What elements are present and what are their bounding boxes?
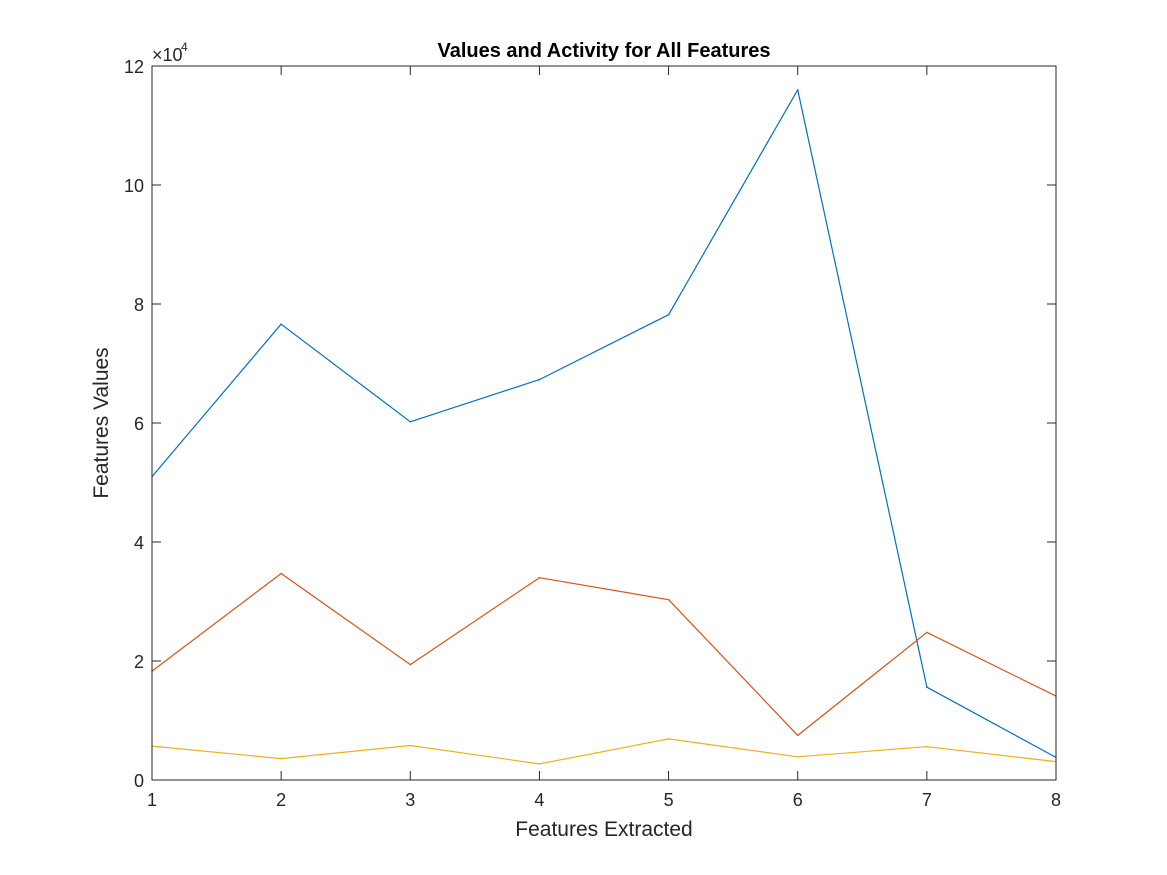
data-point-series-2-5 <box>667 598 670 601</box>
x-tick-label: 6 <box>793 790 803 810</box>
y-tick-label: 6 <box>134 414 144 434</box>
series-line-3 <box>151 738 1057 765</box>
y-axis-exponent-power: 4 <box>181 40 188 54</box>
data-point-series-3-6 <box>796 755 799 758</box>
x-axis-label: Features Extracted <box>515 818 692 841</box>
data-point-series-1-2 <box>280 323 282 326</box>
data-point-series-3-4 <box>538 763 541 765</box>
x-tick-label: 4 <box>534 790 544 810</box>
data-point-series-2-2 <box>280 572 282 575</box>
chart-title: Values and Activity for All Features <box>437 40 770 62</box>
data-point-series-3-5 <box>667 738 670 740</box>
data-point-series-3-7 <box>926 745 928 748</box>
y-tick-label: 0 <box>134 771 144 791</box>
x-tick-label: 5 <box>664 790 674 810</box>
data-point-series-1-5 <box>667 313 670 316</box>
data-point-series-3-3 <box>409 744 412 747</box>
y-axis-exponent-base: ×10 <box>152 45 183 65</box>
series-line-2 <box>151 572 1057 737</box>
data-point-series-2-4 <box>538 576 541 579</box>
y-tick-label: 4 <box>134 533 144 553</box>
data-point-series-2-3 <box>409 663 412 666</box>
series-layer <box>151 89 1057 765</box>
data-point-series-1-3 <box>409 421 412 423</box>
x-tick-label: 1 <box>147 790 157 810</box>
x-tick-label: 8 <box>1051 790 1061 810</box>
plot-area <box>152 66 1056 780</box>
y-tick-label: 8 <box>134 295 144 315</box>
data-point-series-2-6 <box>796 734 799 737</box>
axes-box <box>151 65 1057 781</box>
x-tick-label: 7 <box>922 790 932 810</box>
data-point-series-1-4 <box>538 378 541 381</box>
x-tick-label: 3 <box>405 790 415 810</box>
series-line-1 <box>151 89 1057 758</box>
data-point-series-1-7 <box>926 686 928 688</box>
y-tick-label: 12 <box>124 57 144 77</box>
x-tick-label: 2 <box>276 790 286 810</box>
y-tick-label: 10 <box>124 176 144 196</box>
y-axis-label: Features Values <box>90 347 113 498</box>
data-point-series-3-2 <box>280 757 282 760</box>
data-point-series-2-7 <box>926 631 928 634</box>
y-tick-label: 2 <box>134 652 144 672</box>
data-point-series-1-6 <box>796 89 799 91</box>
